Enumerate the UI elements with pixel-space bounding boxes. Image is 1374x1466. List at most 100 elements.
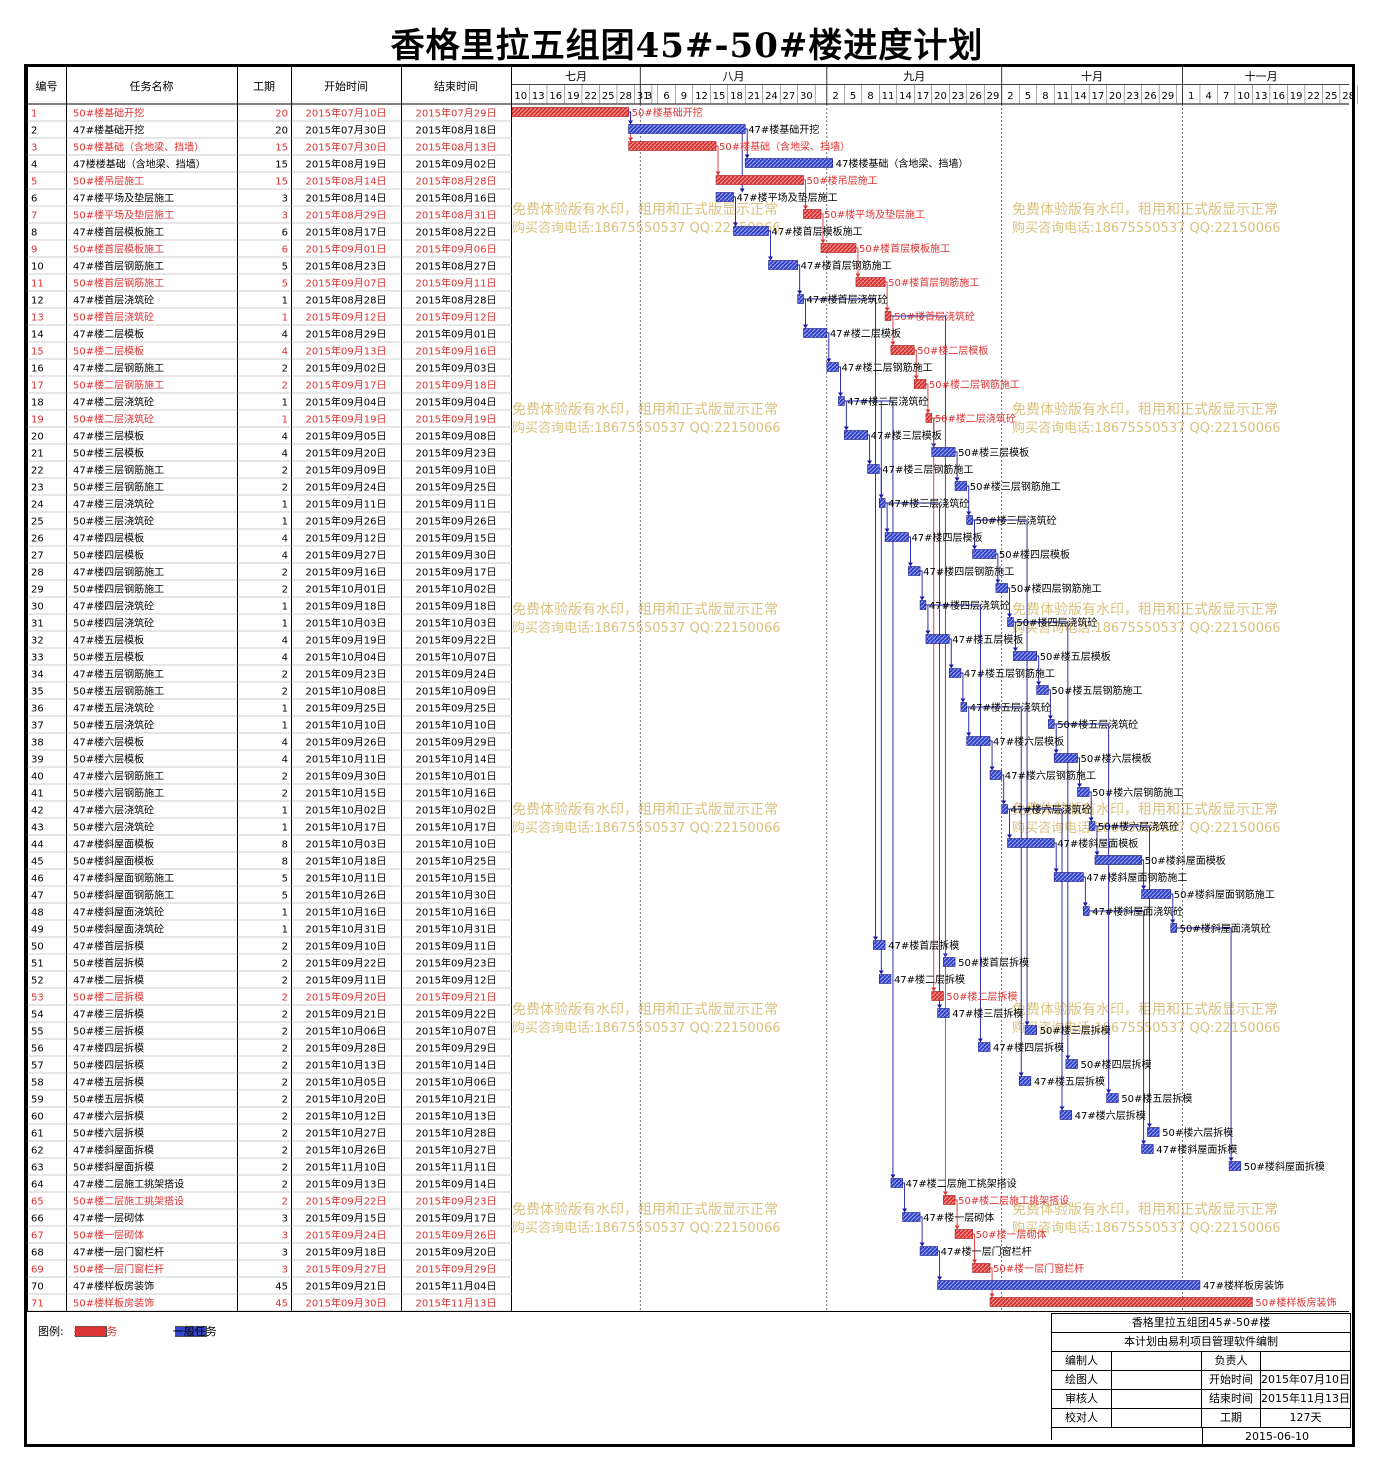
task-id: 19 [31, 415, 44, 426]
task-duration: 4 [282, 755, 288, 766]
col-header-end: 结束时间 [434, 80, 478, 93]
task-bar-label: 47#楼二层钢筋施工 [841, 361, 932, 374]
task-duration: 4 [282, 330, 288, 341]
task-bar [855, 277, 886, 287]
dependency-arrow [937, 1004, 943, 1009]
dependency-link [1007, 587, 1010, 617]
task-end: 2015年09月25日 [416, 481, 497, 494]
task-name: 47#楼首层钢筋施工 [73, 260, 164, 273]
task-name: 47#楼三层模板 [73, 430, 144, 443]
info-date-row: 2015-06-10 [1052, 1428, 1351, 1446]
task-duration: 4 [282, 653, 288, 664]
task-bar-label: 50#楼平场及垫层施工 [824, 208, 925, 221]
task-bar [1007, 617, 1014, 627]
task-name: 47#楼四层浇筑砼 [73, 600, 154, 613]
watermark-line2: 购买咨询电话:18675550537 QQ:22150066 [512, 1220, 781, 1236]
task-start: 2015年09月10日 [306, 940, 387, 953]
task-bar-label: 47#楼二层浇筑砼 [847, 395, 928, 408]
task-end: 2015年09月25日 [416, 702, 497, 715]
task-id: 61 [31, 1129, 44, 1140]
task-id: 25 [31, 517, 44, 528]
dependency-arrow [919, 1242, 925, 1247]
dependency-link [885, 502, 941, 1008]
dependency-link [972, 1233, 976, 1263]
dependency-link [990, 740, 993, 770]
task-end: 2015年10月02日 [416, 583, 497, 596]
task-bar [890, 345, 915, 355]
task-id: 68 [31, 1248, 44, 1259]
task-start: 2015年10月03日 [306, 617, 387, 630]
dependency-link [902, 1182, 906, 1212]
task-name: 47#楼斜屋面模板 [73, 838, 154, 851]
task-name: 50#楼平场及垫层施工 [73, 209, 174, 222]
task-bar [768, 260, 798, 270]
task-bar-label: 47#楼三层拆模 [952, 1007, 1023, 1020]
task-start: 2015年08月29日 [306, 209, 387, 222]
dependency-arrow [972, 1259, 978, 1264]
task-start: 2015年10月01日 [306, 583, 387, 596]
task-duration: 1 [282, 619, 288, 630]
task-bar [931, 991, 944, 1001]
task-start: 2015年09月18日 [306, 1246, 387, 1259]
task-start: 2015年11月10日 [306, 1161, 387, 1174]
task-duration: 20 [275, 126, 288, 137]
task-end: 2015年08月18日 [416, 124, 497, 137]
task-bar [937, 1280, 1201, 1290]
task-end: 2015年09月12日 [416, 311, 497, 324]
dependency-link [838, 366, 841, 396]
dependency-link [925, 604, 981, 1042]
info-key: 工期 [1202, 1409, 1261, 1427]
dependency-arrow [995, 579, 1001, 584]
task-bar [844, 430, 868, 440]
task-duration: 1 [282, 823, 288, 834]
task-name: 50#楼二层钢筋施工 [73, 379, 164, 392]
task-end: 2015年09月04日 [416, 396, 497, 409]
info-value [1261, 1352, 1351, 1370]
task-id: 51 [31, 959, 44, 970]
task-duration: 2 [282, 772, 288, 783]
watermark-line2: 购买咨询电话:18675550537 QQ:22150066 [512, 220, 781, 236]
task-name: 47#楼平场及垫层施工 [73, 192, 174, 205]
task-start: 2015年09月28日 [306, 1042, 387, 1055]
task-duration: 5 [282, 891, 288, 902]
task-start: 2015年08月17日 [306, 226, 387, 239]
task-end: 2015年10月13日 [416, 1110, 497, 1123]
task-bar [1141, 889, 1172, 899]
dependency-link [826, 332, 830, 362]
dependency-link [885, 502, 888, 532]
task-bar [1141, 1144, 1154, 1154]
dependency-link [972, 519, 1028, 1025]
page-title: 香格里拉五组团45#-50#楼进度计划 [390, 26, 984, 66]
day-tick-label: 5 [1025, 91, 1031, 102]
day-tick-label: 29 [1162, 91, 1175, 102]
dependency-arrow [989, 1293, 995, 1298]
watermark-line1: 免费体验版有水印，租用和正式版显示正常 [512, 402, 778, 418]
dependency-arrow [1018, 1072, 1024, 1077]
task-bar [948, 668, 962, 678]
task-start: 2015年09月15日 [306, 1212, 387, 1225]
task-start: 2015年07月30日 [306, 141, 387, 154]
task-duration: 2 [282, 1027, 288, 1038]
task-start: 2015年09月13日 [306, 345, 387, 358]
task-start: 2015年10月20日 [306, 1093, 387, 1106]
dependency-arrow [872, 936, 878, 941]
task-bar [1106, 1093, 1119, 1103]
task-start: 2015年08月19日 [306, 158, 387, 171]
task-bar [1013, 651, 1038, 661]
task-id: 18 [31, 398, 44, 409]
dependency-arrow [1053, 868, 1059, 873]
task-bar [1007, 838, 1055, 848]
task-bar [972, 549, 997, 559]
day-tick-label: 24 [765, 91, 778, 102]
task-id: 24 [31, 500, 44, 511]
task-start: 2015年09月11日 [306, 974, 387, 987]
task-name: 50#楼基础（含地梁、挡墙） [73, 141, 204, 154]
task-start: 2015年09月24日 [306, 481, 387, 494]
task-end: 2015年11月11日 [416, 1161, 497, 1174]
day-tick-label: 19 [1290, 91, 1303, 102]
task-bar-label: 47#楼斜屋面拆模 [1156, 1143, 1237, 1156]
dependency-link [960, 672, 964, 702]
task-duration: 1 [282, 721, 288, 732]
dependency-arrow [843, 426, 849, 431]
task-bar-label: 50#楼二层拆模 [946, 990, 1017, 1003]
